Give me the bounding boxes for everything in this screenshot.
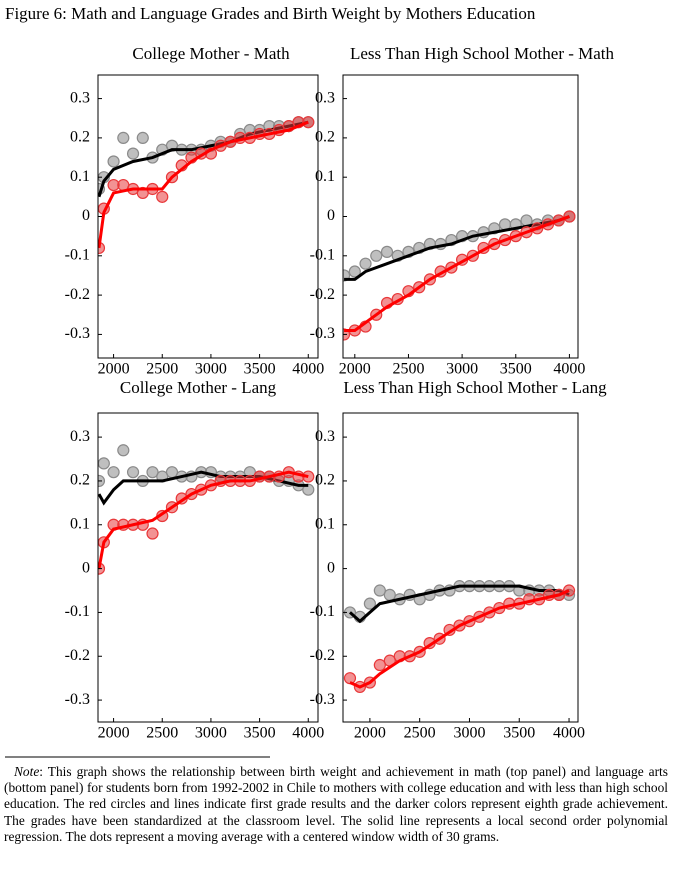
data-point [146, 527, 159, 540]
fit-line [344, 215, 570, 332]
x-tick-label: 2000 [354, 725, 386, 742]
plot-area [98, 444, 315, 575]
data-point [380, 245, 394, 258]
data-point [107, 155, 120, 168]
y-tick-label: -0.2 [310, 647, 335, 664]
y-tick-label: 0.3 [315, 428, 335, 445]
data-point [373, 584, 386, 597]
y-tick-label: 0.1 [70, 168, 90, 185]
fit-line [98, 120, 309, 249]
plot-frame [342, 412, 579, 723]
data-point [348, 265, 361, 278]
y-tick-label: 0 [327, 559, 335, 576]
x-tick-label: 2500 [146, 725, 178, 742]
note-text: : This graph shows the relationship betw… [4, 764, 668, 844]
y-tick-label: 0.1 [70, 515, 90, 532]
plot-area [343, 580, 576, 694]
x-tick-label: 4000 [553, 361, 585, 378]
plot-area [98, 116, 315, 255]
y-tick-label: -0.2 [65, 647, 90, 664]
fit-line [348, 584, 570, 624]
x-tick-label: 3500 [244, 725, 276, 742]
y-tick-label: 0.2 [70, 472, 90, 489]
y-tick-label: 0 [327, 207, 335, 224]
note-label: Note [14, 764, 40, 779]
figure-title: Figure 6: Math and Language Grades and B… [5, 4, 536, 23]
plot-frame [97, 412, 319, 723]
y-tick-label: -0.2 [65, 286, 90, 303]
figure: Figure 6: Math and Language Grades and B… [5, 4, 615, 758]
panel-title: College Mother - Math [132, 44, 290, 63]
data-point [156, 190, 169, 203]
x-tick-label: 3500 [500, 361, 532, 378]
y-tick-label: 0.3 [70, 428, 90, 445]
x-tick-label: 2000 [98, 725, 130, 742]
data-point [359, 257, 372, 270]
data-point [343, 672, 357, 685]
data-point [117, 131, 130, 144]
x-tick-label: 3500 [244, 361, 276, 378]
y-tick-label: 0.3 [315, 89, 335, 106]
y-tick-label: 0 [82, 559, 90, 576]
data-point [363, 597, 376, 610]
data-point [370, 249, 383, 262]
y-tick-label: 0 [82, 207, 90, 224]
y-tick-label: -0.2 [310, 286, 335, 303]
x-tick-label: 2500 [404, 725, 436, 742]
y-tick-label: 0.3 [70, 89, 90, 106]
y-tick-label: 0.2 [70, 129, 90, 146]
y-tick-label: -0.1 [310, 603, 335, 620]
y-tick-label: -0.3 [65, 691, 90, 708]
note: Note: This graph shows the relationship … [4, 764, 668, 845]
y-tick-label: -0.1 [65, 246, 90, 263]
data-point [373, 658, 386, 672]
x-tick-label: 3000 [195, 725, 227, 742]
y-tick-label: -0.3 [310, 691, 335, 708]
y-tick-label: -0.1 [65, 603, 90, 620]
data-point [117, 444, 130, 457]
x-tick-label: 2000 [339, 361, 371, 378]
y-tick-label: 0.1 [315, 168, 335, 185]
y-tick-label: 0.2 [315, 472, 335, 489]
data-point [383, 588, 396, 601]
panel-title: Less Than High School Mother - Math [350, 44, 615, 63]
data-point [98, 457, 110, 470]
panel-title: College Mother - Lang [120, 378, 277, 397]
data-point [126, 466, 140, 479]
x-tick-label: 3000 [195, 361, 227, 378]
plot-area [343, 210, 576, 341]
y-tick-label: 0.1 [315, 515, 335, 532]
x-tick-label: 2500 [392, 361, 424, 378]
x-tick-label: 3000 [453, 725, 485, 742]
x-tick-label: 3500 [503, 725, 535, 742]
x-tick-label: 4000 [292, 361, 324, 378]
data-point [126, 147, 140, 160]
x-tick-label: 2000 [98, 361, 130, 378]
data-point [107, 466, 120, 479]
panel-title: Less Than High School Mother - Lang [343, 378, 607, 397]
x-tick-label: 3000 [446, 361, 478, 378]
fit-line [98, 470, 309, 569]
y-tick-label: -0.3 [310, 325, 335, 342]
fit-line [349, 589, 570, 689]
y-tick-label: 0.2 [315, 129, 335, 146]
x-tick-label: 2500 [146, 361, 178, 378]
x-tick-label: 4000 [553, 725, 585, 742]
plot-frame [97, 74, 319, 359]
data-point [136, 131, 149, 144]
y-tick-label: -0.3 [65, 325, 90, 342]
x-tick-label: 4000 [292, 725, 324, 742]
y-tick-label: -0.1 [310, 246, 335, 263]
